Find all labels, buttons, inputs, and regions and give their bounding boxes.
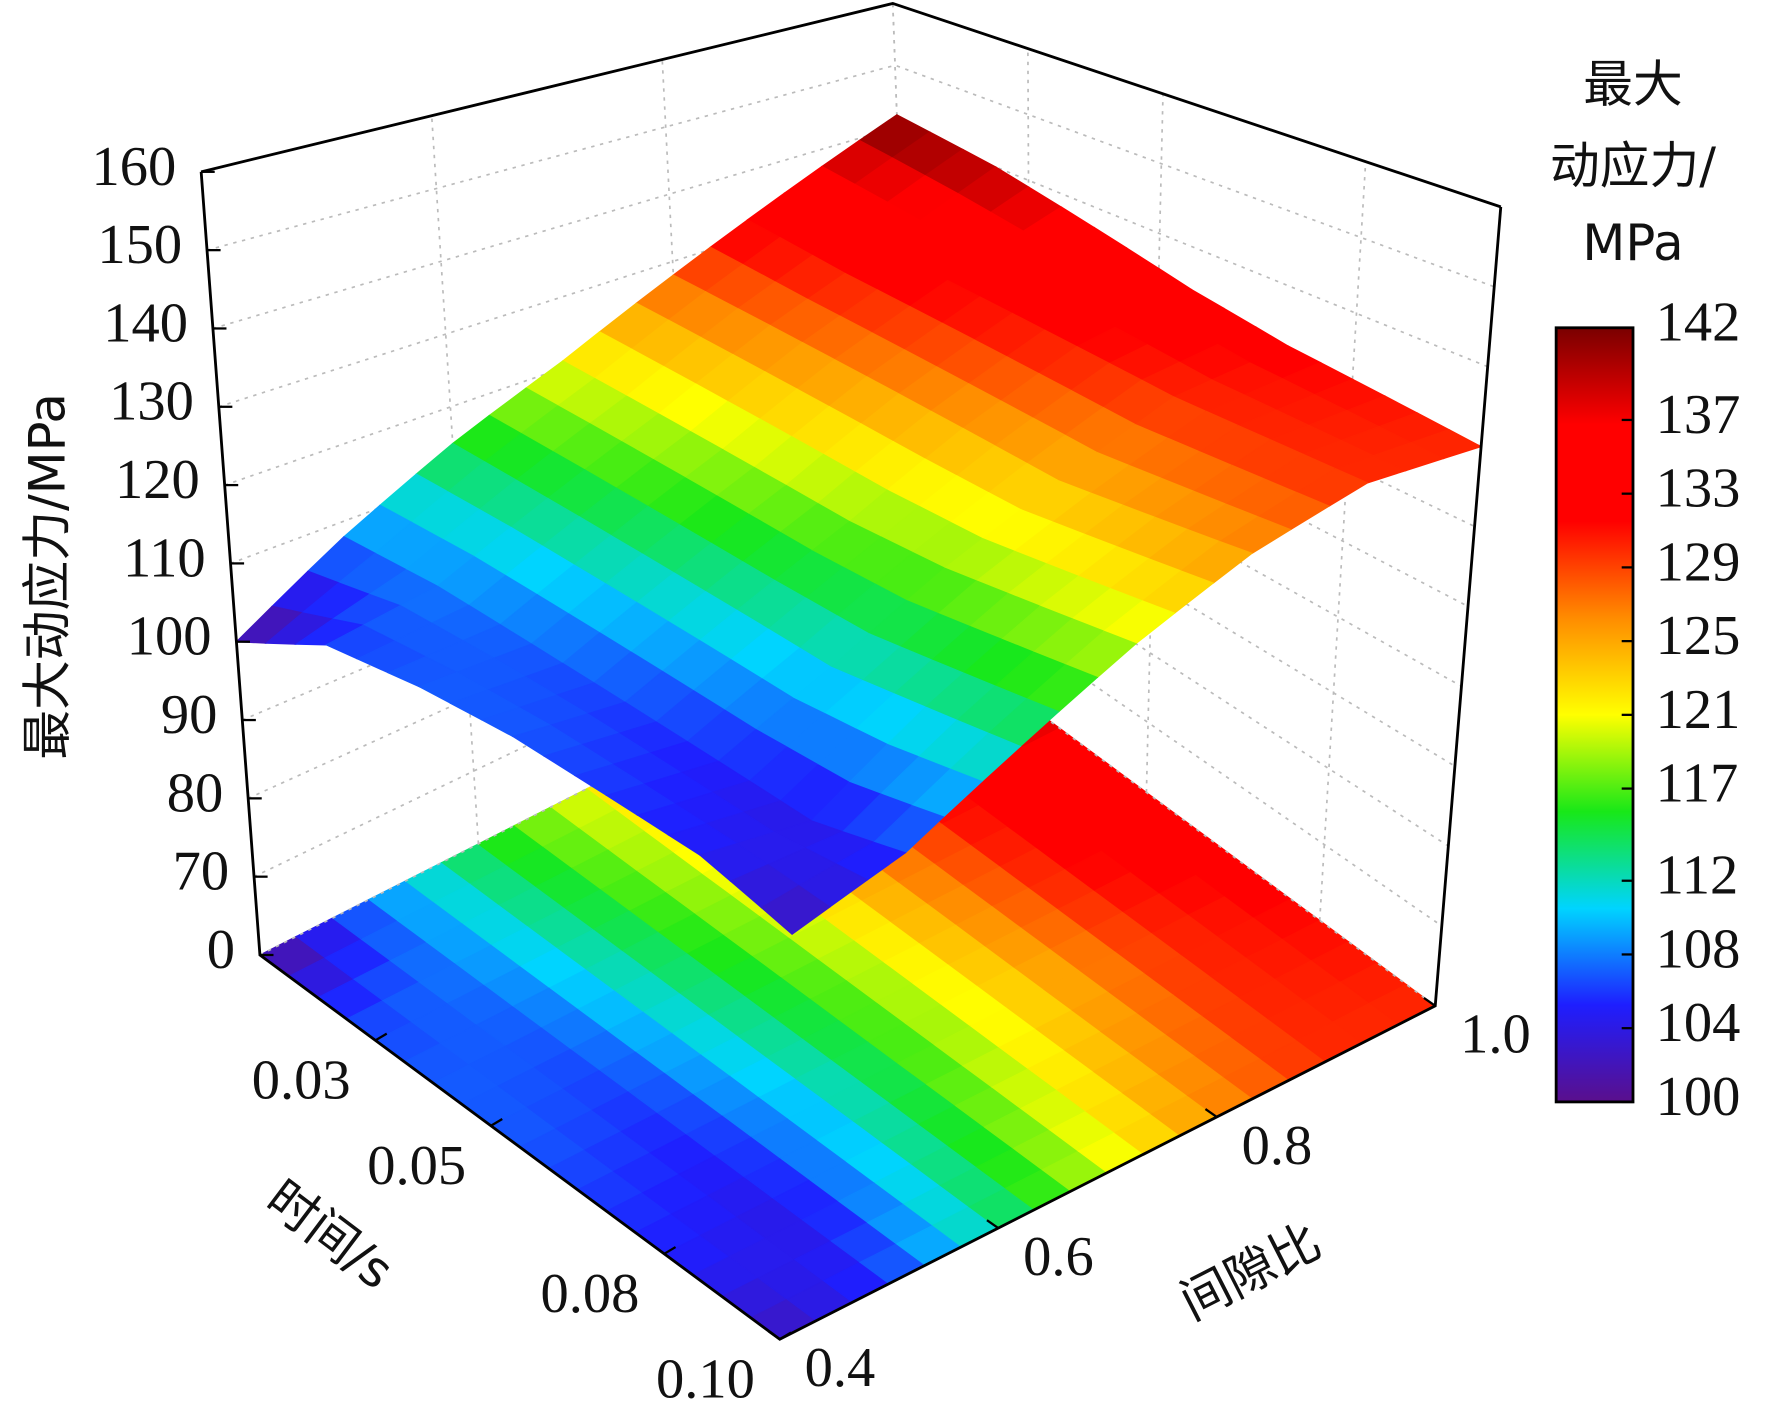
colorbar-tick-label: 133 (1656, 458, 1741, 520)
colorbar-tick-label: 142 (1656, 292, 1741, 354)
z-tick-label: 0 (207, 919, 235, 981)
colorbar-tick-label: 137 (1656, 384, 1741, 446)
y-tick-label: 0.4 (805, 1337, 876, 1399)
z-tick-label: 70 (173, 841, 230, 903)
x-tick-label: 0.08 (541, 1263, 640, 1325)
x-tick-label: 0.10 (656, 1348, 755, 1410)
z-tick-label: 80 (167, 762, 224, 824)
tick-mark (1423, 997, 1436, 1007)
grid-line (253, 558, 1443, 927)
colorbar (1554, 326, 1635, 1104)
tick-mark (374, 1032, 388, 1042)
tick-mark (490, 1118, 503, 1127)
y-tick-label: 0.8 (1242, 1115, 1313, 1177)
colorbar-title: 动应力/ (1550, 137, 1716, 195)
surface-layer (235, 114, 1483, 936)
y-tick-label: 0.6 (1023, 1226, 1094, 1288)
colorbar-title: 最大 (1583, 56, 1682, 114)
colorbar-tick-label: 125 (1656, 605, 1741, 667)
z-tick-label: 110 (123, 527, 206, 589)
z-axis-title: 最大动应力/MPa (18, 393, 76, 759)
floor-layer (258, 620, 1437, 1340)
colorbar-title: MPa (1582, 214, 1683, 272)
tick-mark (767, 1330, 781, 1341)
z-tick-label: 150 (97, 214, 182, 276)
colorbar-tick-label: 112 (1656, 845, 1739, 907)
z-tick-label: 160 (92, 136, 177, 198)
z-tick-label: 90 (161, 684, 218, 746)
tick-mark (779, 1331, 792, 1341)
surface-cell (760, 885, 831, 936)
front-layer: 0 70 80 90 100 110 120 130 140 150 160 0.03 0.05 0.08… (92, 136, 1531, 1411)
colorbar-tick-label: 121 (1656, 679, 1741, 741)
z-tick-label: 100 (127, 606, 212, 668)
y-axis-title: 间隙比 (1171, 1212, 1330, 1331)
tick-mark (986, 1219, 999, 1230)
tick-mark (1204, 1108, 1218, 1118)
y-tick-label: 1.0 (1460, 1004, 1531, 1066)
box-edge (200, 1, 1502, 209)
x-tick-label: 0.05 (367, 1135, 466, 1197)
z-tick-label: 140 (103, 292, 188, 354)
tick-mark (663, 1246, 677, 1255)
grid-line (1318, 161, 1367, 921)
colorbar-tick-label: 117 (1656, 753, 1739, 815)
x-tick-label: 0.03 (252, 1050, 351, 1112)
z-tick-label: 120 (115, 449, 200, 511)
colorbar-tick-label: 129 (1656, 531, 1741, 593)
colorbar-tick-label: 100 (1656, 1066, 1741, 1128)
grid-line (212, 126, 1488, 368)
z-tick-label: 130 (109, 371, 194, 433)
grid-line (206, 64, 1495, 288)
colorbar-tick-label: 104 (1656, 992, 1741, 1054)
colorbar-tick-label: 108 (1656, 918, 1741, 980)
